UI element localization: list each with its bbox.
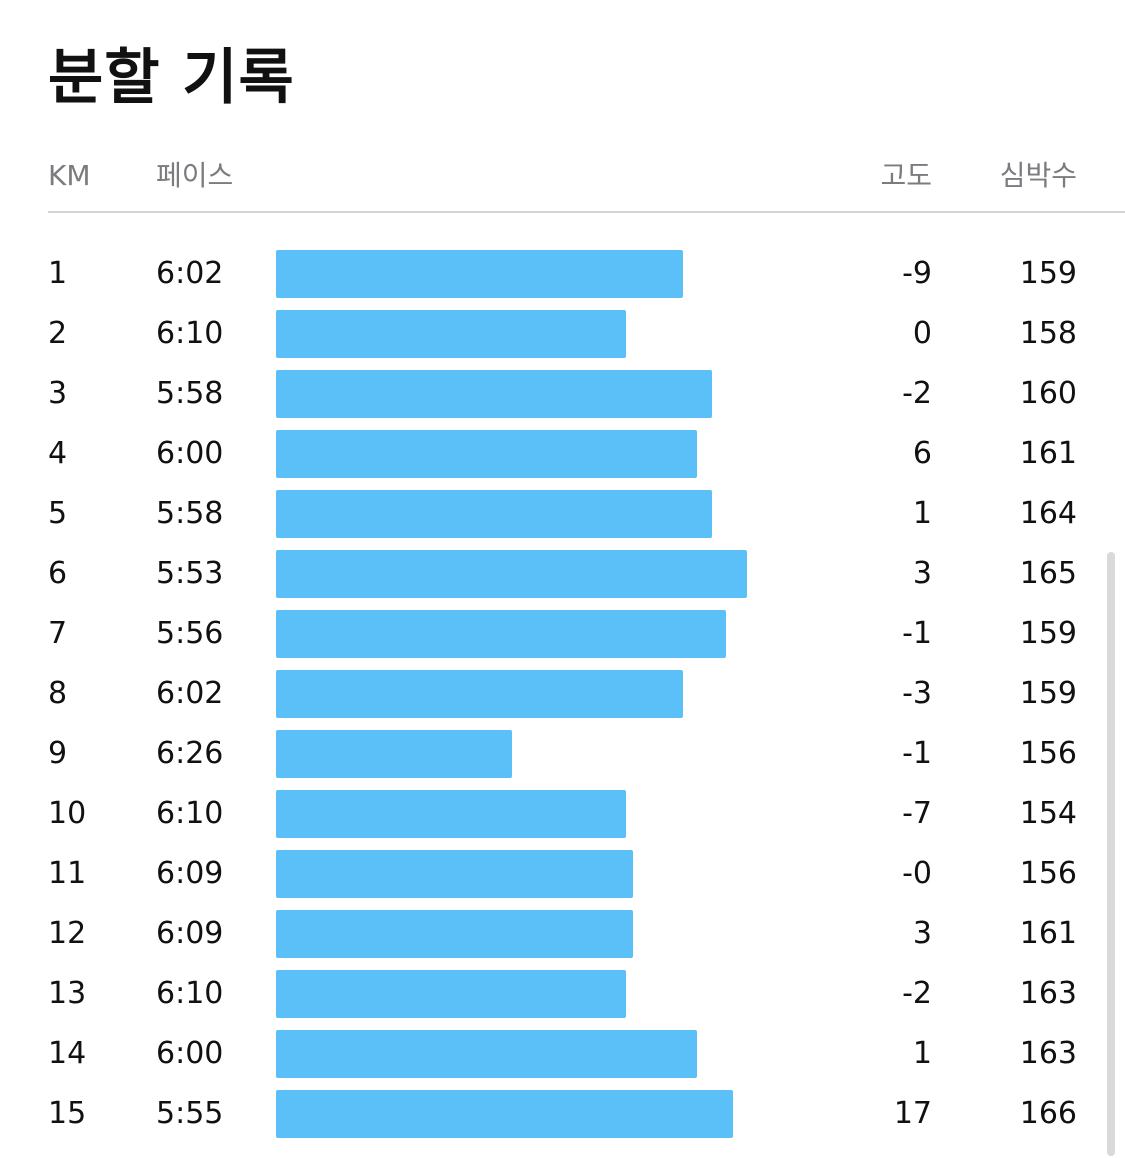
split-pace: 6:09 — [156, 916, 224, 951]
split-heart-rate: 161 — [1019, 436, 1077, 471]
split-km: 8 — [48, 676, 68, 711]
split-elevation: -2 — [902, 376, 932, 411]
split-km: 2 — [48, 316, 68, 351]
pace-bar — [276, 910, 633, 958]
split-heart-rate: 164 — [1019, 496, 1077, 531]
split-km: 1 — [48, 256, 68, 291]
pace-bar — [276, 370, 712, 418]
split-km: 6 — [48, 556, 68, 591]
pace-bar — [276, 850, 633, 898]
split-pace: 6:02 — [156, 676, 224, 711]
column-header-elevation: 고도 — [880, 159, 932, 192]
split-row: 11 6:09 -0 156 — [0, 844, 1125, 904]
split-row: 6 5:53 3 165 — [0, 544, 1125, 604]
split-row: 2 6:10 0 158 — [0, 304, 1125, 364]
split-elevation: -1 — [902, 616, 932, 651]
split-km: 14 — [48, 1036, 87, 1071]
pace-bar — [276, 1030, 697, 1078]
split-elevation: 1 — [912, 1036, 932, 1071]
split-pace: 5:58 — [156, 496, 224, 531]
pace-bar — [276, 670, 683, 718]
split-pace: 6:10 — [156, 796, 224, 831]
split-km: 9 — [48, 736, 68, 771]
split-km: 7 — [48, 616, 68, 651]
split-elevation: 6 — [912, 436, 932, 471]
pace-bar — [276, 970, 626, 1018]
column-header-heart-rate: 심박수 — [999, 159, 1077, 192]
split-pace: 6:10 — [156, 976, 224, 1011]
split-pace: 5:55 — [156, 1096, 224, 1131]
split-row: 12 6:09 3 161 — [0, 904, 1125, 964]
pace-bar — [276, 790, 626, 838]
split-elevation: 3 — [912, 556, 932, 591]
column-header-pace: 페이스 — [156, 159, 234, 192]
split-pace: 6:10 — [156, 316, 224, 351]
split-row: 3 5:58 -2 160 — [0, 364, 1125, 424]
split-km: 3 — [48, 376, 68, 411]
pace-bar — [276, 490, 712, 538]
split-km: 10 — [48, 796, 87, 831]
split-heart-rate: 156 — [1019, 856, 1077, 891]
split-heart-rate: 166 — [1019, 1096, 1077, 1131]
scrollbar[interactable] — [1107, 552, 1115, 1156]
split-pace: 6:00 — [156, 436, 224, 471]
split-elevation: -1 — [902, 736, 932, 771]
split-heart-rate: 159 — [1019, 256, 1077, 291]
split-row: 10 6:10 -7 154 — [0, 784, 1125, 844]
split-row: 1 6:02 -9 159 — [0, 244, 1125, 304]
split-elevation: 17 — [893, 1096, 932, 1131]
split-pace: 6:00 — [156, 1036, 224, 1071]
split-heart-rate: 160 — [1019, 376, 1077, 411]
split-km: 15 — [48, 1096, 87, 1131]
split-pace: 6:09 — [156, 856, 224, 891]
pace-bar — [276, 430, 697, 478]
split-elevation: 1 — [912, 496, 932, 531]
split-row: 5 5:58 1 164 — [0, 484, 1125, 544]
split-row: 8 6:02 -3 159 — [0, 664, 1125, 724]
pace-bar — [276, 1090, 733, 1138]
split-km: 12 — [48, 916, 87, 951]
split-heart-rate: 156 — [1019, 736, 1077, 771]
page-title: 분할 기록 — [48, 43, 295, 113]
split-row: 13 6:10 -2 163 — [0, 964, 1125, 1024]
pace-bar — [276, 550, 747, 598]
header-divider — [48, 211, 1125, 213]
split-pace: 6:26 — [156, 736, 224, 771]
split-heart-rate: 163 — [1019, 1036, 1077, 1071]
split-elevation: -2 — [902, 976, 932, 1011]
split-row: 4 6:00 6 161 — [0, 424, 1125, 484]
pace-bar — [276, 730, 512, 778]
split-km: 4 — [48, 436, 68, 471]
split-elevation: 0 — [912, 316, 932, 351]
split-pace: 5:56 — [156, 616, 224, 651]
pace-bar — [276, 250, 683, 298]
split-pace: 5:53 — [156, 556, 224, 591]
split-row: 15 5:55 17 166 — [0, 1084, 1125, 1144]
split-km: 5 — [48, 496, 68, 531]
split-row: 14 6:00 1 163 — [0, 1024, 1125, 1084]
split-pace: 6:02 — [156, 256, 224, 291]
split-elevation: -9 — [902, 256, 932, 291]
split-row: 7 5:56 -1 159 — [0, 604, 1125, 664]
split-km: 13 — [48, 976, 87, 1011]
split-pace: 5:58 — [156, 376, 224, 411]
split-elevation: -7 — [902, 796, 932, 831]
pace-bar — [276, 610, 726, 658]
split-heart-rate: 159 — [1019, 676, 1077, 711]
column-header-km: KM — [48, 159, 91, 192]
split-heart-rate: 165 — [1019, 556, 1077, 591]
split-heart-rate: 154 — [1019, 796, 1077, 831]
split-elevation: 3 — [912, 916, 932, 951]
split-heart-rate: 163 — [1019, 976, 1077, 1011]
split-elevation: -0 — [902, 856, 932, 891]
table-header: KM 페이스 고도 심박수 — [0, 150, 1125, 202]
pace-bar — [276, 310, 626, 358]
splits-list[interactable]: 1 6:02 -9 159 2 6:10 0 158 3 5:58 -2 160 4 6:00 6 161 5 5… — [0, 244, 1125, 1144]
split-row: 9 6:26 -1 156 — [0, 724, 1125, 784]
split-heart-rate: 158 — [1019, 316, 1077, 351]
split-km: 11 — [48, 856, 87, 891]
split-heart-rate: 161 — [1019, 916, 1077, 951]
split-elevation: -3 — [902, 676, 932, 711]
split-heart-rate: 159 — [1019, 616, 1077, 651]
